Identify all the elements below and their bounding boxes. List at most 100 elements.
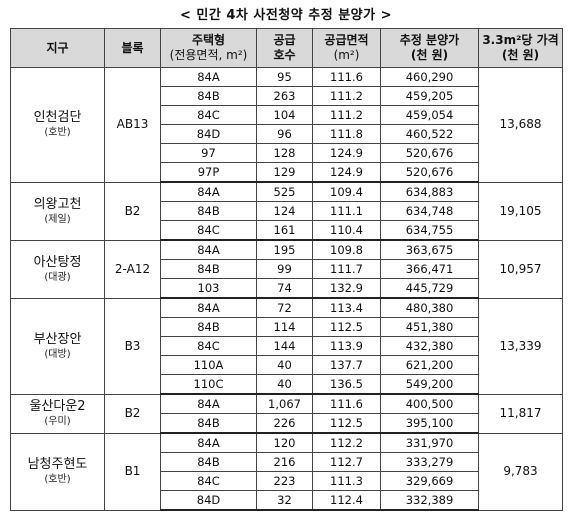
district-cell: 의왕고천 (제일) (10, 181, 105, 241)
type-cell: 84A (160, 393, 257, 414)
table-row: 84C 223 111.3 329,669 (11, 471, 563, 491)
header-price: 추정 분양가 (천 원) (380, 28, 479, 68)
units-cell: 104 (256, 105, 313, 125)
price-cell: 459,054 (380, 105, 479, 125)
price-table: 지구 블록 주택형 (전용면적, m²) 공급 호수 공급면적 (m²) 추정 … (10, 28, 563, 511)
district-cell: 아산탕정 (대광) (10, 239, 105, 299)
units-cell: 263 (256, 86, 313, 106)
type-cell: 110A (160, 355, 257, 375)
table-row: 97 128 124.9 520,676 (11, 143, 563, 163)
block-cell: B3 (104, 297, 161, 395)
per33-cell: 13,339 (478, 297, 563, 395)
type-cell: 84B (160, 201, 257, 221)
header-block: 블록 (104, 28, 161, 68)
area-cell: 112.5 (312, 413, 381, 434)
type-cell: 84B (160, 413, 257, 434)
units-cell: 120 (256, 432, 313, 453)
area-cell: 112.7 (312, 452, 381, 472)
per33-cell: 9,783 (478, 432, 563, 511)
units-cell: 114 (256, 317, 313, 337)
units-cell: 144 (256, 336, 313, 356)
area-cell: 109.4 (312, 181, 381, 202)
builder-name: (호반) (44, 127, 71, 139)
district-cell: 남청주현도 (호반) (10, 432, 105, 511)
area-cell: 112.2 (312, 432, 381, 453)
table-row: 84D 96 111.8 460,522 (11, 124, 563, 144)
header-supply-line2: 호수 (273, 48, 296, 62)
header-per33-line2: (천 원) (501, 48, 540, 62)
type-cell: 84A (160, 67, 257, 87)
block-cell: B1 (104, 432, 161, 511)
area-cell: 111.3 (312, 471, 381, 491)
header-price-line2: (천 원) (410, 48, 449, 62)
type-cell: 84D (160, 490, 257, 511)
type-cell: 84A (160, 297, 257, 318)
builder-name: (호반) (44, 474, 71, 485)
header-per33-line1: 3.3m²당 가격 (482, 33, 559, 47)
table-row: 의왕고천 (제일) B2 84A 525 109.4 634,883 19,105 (10, 181, 563, 241)
table-row: 84B 226 112.5 395,100 (11, 413, 563, 434)
type-cell: 103 (160, 278, 257, 299)
table-row: 부산장안 (대방) B3 84A 72 113.4 480,380 13,339 (10, 297, 563, 395)
price-cell: 621,200 (380, 355, 479, 375)
header-district: 지구 (10, 28, 105, 68)
type-cell: 84B (160, 86, 257, 106)
type-cell: 84B (160, 452, 257, 472)
area-cell: 109.8 (312, 239, 381, 260)
price-cell: 366,471 (380, 259, 479, 279)
price-cell: 634,748 (380, 201, 479, 221)
table-row: 103 74 132.9 445,729 (11, 278, 563, 299)
units-cell: 96 (256, 124, 313, 144)
type-cell: 84D (160, 124, 257, 144)
price-cell: 480,380 (380, 297, 479, 318)
per33-cell: 19,105 (478, 181, 563, 241)
price-cell: 329,669 (380, 471, 479, 491)
block-cell: AB13 (104, 67, 161, 183)
price-cell: 363,675 (380, 239, 479, 260)
header-area-line1: 공급면적 (324, 33, 369, 47)
table-row: 84B 114 112.5 451,380 (11, 317, 563, 337)
header-area: 공급면적 (m²) (312, 28, 381, 68)
area-cell: 132.9 (312, 278, 381, 299)
table-row: 아산탕정 (대광) 2-A12 84A 195 109.8 363,675 10,957 (10, 239, 563, 299)
builder-name: (대광) (44, 271, 71, 283)
type-cell: 84C (160, 105, 257, 125)
table-row: 남청주현도 (호반) B1 84A 120 112.2 331,970 9,783 (10, 432, 563, 511)
area-cell: 111.1 (312, 201, 381, 221)
price-cell: 520,676 (380, 143, 479, 163)
units-cell: 124 (256, 201, 313, 221)
price-cell: 445,729 (380, 278, 479, 299)
header-row: 지구 블록 주택형 (전용면적, m²) 공급 호수 공급면적 (m²) 추정 … (10, 28, 563, 68)
table-row: 84B 99 111.7 366,471 (11, 259, 563, 279)
area-cell: 111.7 (312, 259, 381, 279)
type-cell: 84B (160, 317, 257, 337)
area-cell: 124.9 (312, 143, 381, 163)
header-block-label: 블록 (121, 40, 144, 55)
units-cell: 129 (256, 162, 313, 183)
price-cell: 432,380 (380, 336, 479, 356)
area-cell: 111.6 (312, 393, 381, 414)
builder-name: (우미) (44, 416, 71, 427)
units-cell: 223 (256, 471, 313, 491)
block-cell: 2-A12 (104, 239, 161, 299)
builder-name: (제일) (44, 213, 71, 225)
header-supply-line1: 공급 (273, 33, 296, 47)
price-cell: 459,205 (380, 86, 479, 106)
units-cell: 161 (256, 220, 313, 241)
price-cell: 520,676 (380, 162, 479, 183)
type-cell: 84A (160, 181, 257, 202)
header-type-line1: 주택형 (191, 33, 226, 47)
type-cell: 84C (160, 220, 257, 241)
units-cell: 1,067 (256, 393, 313, 414)
per33-cell: 13,688 (478, 67, 563, 183)
table-row: 84B 124 111.1 634,748 (11, 201, 563, 221)
type-cell: 84B (160, 259, 257, 279)
header-supply: 공급 호수 (256, 28, 313, 68)
price-cell: 451,380 (380, 317, 479, 337)
units-cell: 32 (256, 490, 313, 511)
table-row: 울산다운2 (우미) B2 84A 1,067 111.6 400,500 11,817 (10, 393, 563, 434)
price-cell: 460,522 (380, 124, 479, 144)
table-row: 110A 40 137.7 621,200 (11, 355, 563, 375)
units-cell: 195 (256, 239, 313, 260)
units-cell: 525 (256, 181, 313, 202)
